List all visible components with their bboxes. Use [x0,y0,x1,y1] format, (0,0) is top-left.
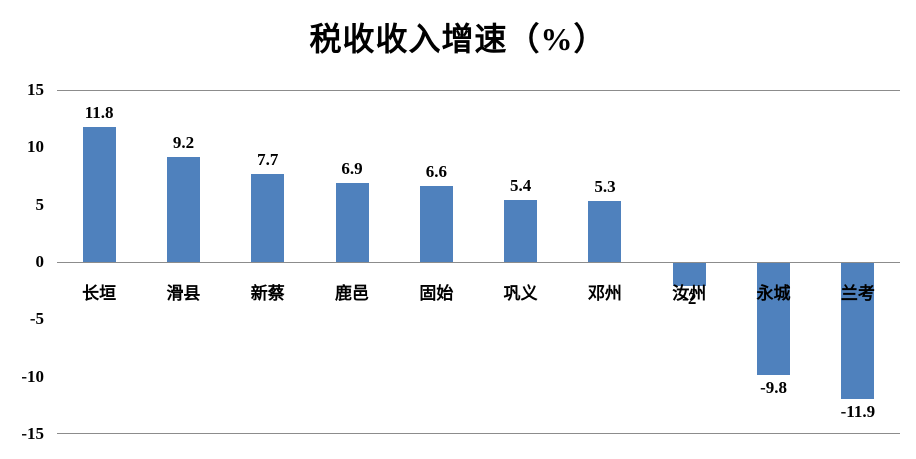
y-axis-tick-label: -5 [29,309,44,329]
bar [419,186,453,262]
data-label: 9.2 [172,132,195,152]
bar [504,200,538,262]
plot-top-border [57,90,900,91]
category-label: 滑县 [166,284,201,303]
data-label: -2 [682,288,697,308]
bar [841,263,875,400]
bar [588,201,622,262]
y-axis-tick-label: -15 [21,424,44,443]
data-label: 6.9 [341,158,363,178]
data-label: 5.3 [594,177,616,197]
bar [672,263,706,286]
plot-bottom-border [57,433,900,434]
bar [251,173,285,262]
y-axis-tick-label: 0 [35,252,45,271]
chart-title: 税收收入增速（%） [309,21,607,57]
y-axis-tick-label: 5 [35,194,45,214]
y-axis-tick-label: 15 [27,80,44,99]
data-label: 11.8 [84,102,114,122]
bar [757,263,791,376]
category-label: 鹿邑 [335,284,370,303]
category-label: 汝州 [672,284,707,303]
data-label: 7.7 [257,149,279,169]
zero-axis-line [57,262,900,263]
bar [335,182,369,262]
category-label: 兰考 [840,284,875,303]
data-label: 6.6 [425,162,447,182]
data-label: -9.8 [760,378,787,398]
category-label: 邓州 [587,284,622,303]
data-label: -11.9 [840,402,876,422]
category-label: 长垣 [82,284,117,303]
category-label: 新蔡 [250,284,285,303]
category-label: 永城 [756,284,791,303]
plot-area: 11.8 长垣 9.2 滑县 7.7 新蔡 6.9 鹿邑 6.6 固始 5.4 巩义 5.3 邓州 -2 汝州… [57,90,900,434]
y-axis-tick-label: 10 [27,137,44,157]
bar [166,156,200,262]
category-label: 固始 [419,284,454,303]
data-label: 5.4 [510,176,532,196]
y-axis-tick-label: -10 [21,366,44,386]
category-label: 巩义 [503,284,538,303]
bar [82,126,116,262]
